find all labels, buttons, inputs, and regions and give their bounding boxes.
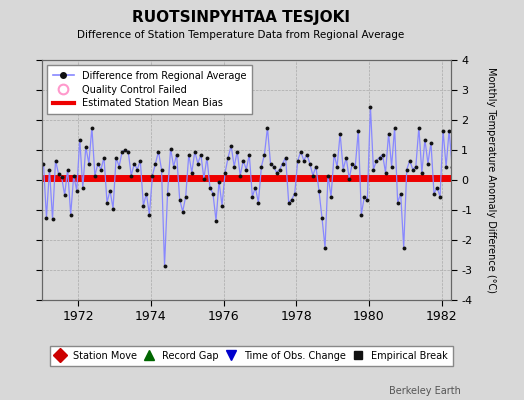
Legend: Difference from Regional Average, Quality Control Failed, Estimated Station Mean: Difference from Regional Average, Qualit… xyxy=(47,65,252,114)
Text: Difference of Station Temperature Data from Regional Average: Difference of Station Temperature Data f… xyxy=(78,30,405,40)
Text: Berkeley Earth: Berkeley Earth xyxy=(389,386,461,396)
Y-axis label: Monthly Temperature Anomaly Difference (°C): Monthly Temperature Anomaly Difference (… xyxy=(486,67,496,293)
Legend: Station Move, Record Gap, Time of Obs. Change, Empirical Break: Station Move, Record Gap, Time of Obs. C… xyxy=(50,346,453,366)
Text: RUOTSINPYHTAA TESJOKI: RUOTSINPYHTAA TESJOKI xyxy=(132,10,350,25)
